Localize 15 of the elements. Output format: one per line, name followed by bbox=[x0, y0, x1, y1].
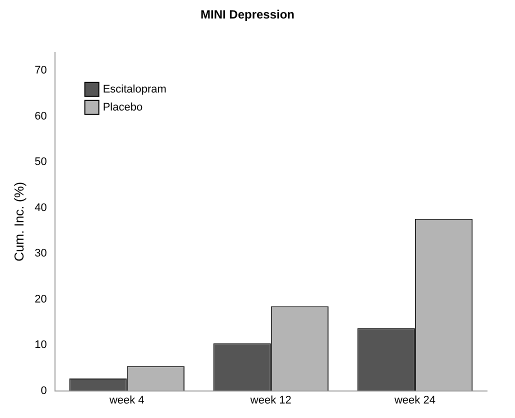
x-tick-label: week 12 bbox=[249, 394, 292, 406]
y-tick-label: 0 bbox=[40, 384, 47, 397]
y-tick-label: 40 bbox=[34, 202, 47, 214]
x-tick-label: week 4 bbox=[108, 394, 144, 406]
y-tick-label: 30 bbox=[34, 248, 47, 260]
y-axis-title: Cum. Inc. (%) bbox=[11, 182, 26, 262]
chart-title: MINI Depression bbox=[200, 8, 295, 22]
y-tick-label: 20 bbox=[34, 293, 47, 306]
legend-label: Escitalopram bbox=[102, 83, 166, 96]
y-tick-label: 60 bbox=[34, 110, 47, 122]
y-tick-label: 50 bbox=[34, 156, 47, 168]
y-tick-label: 10 bbox=[34, 339, 47, 352]
y-tick-label: 70 bbox=[34, 64, 47, 77]
x-tick-label: week 24 bbox=[393, 394, 436, 406]
legend-label: Placebo bbox=[102, 101, 143, 114]
